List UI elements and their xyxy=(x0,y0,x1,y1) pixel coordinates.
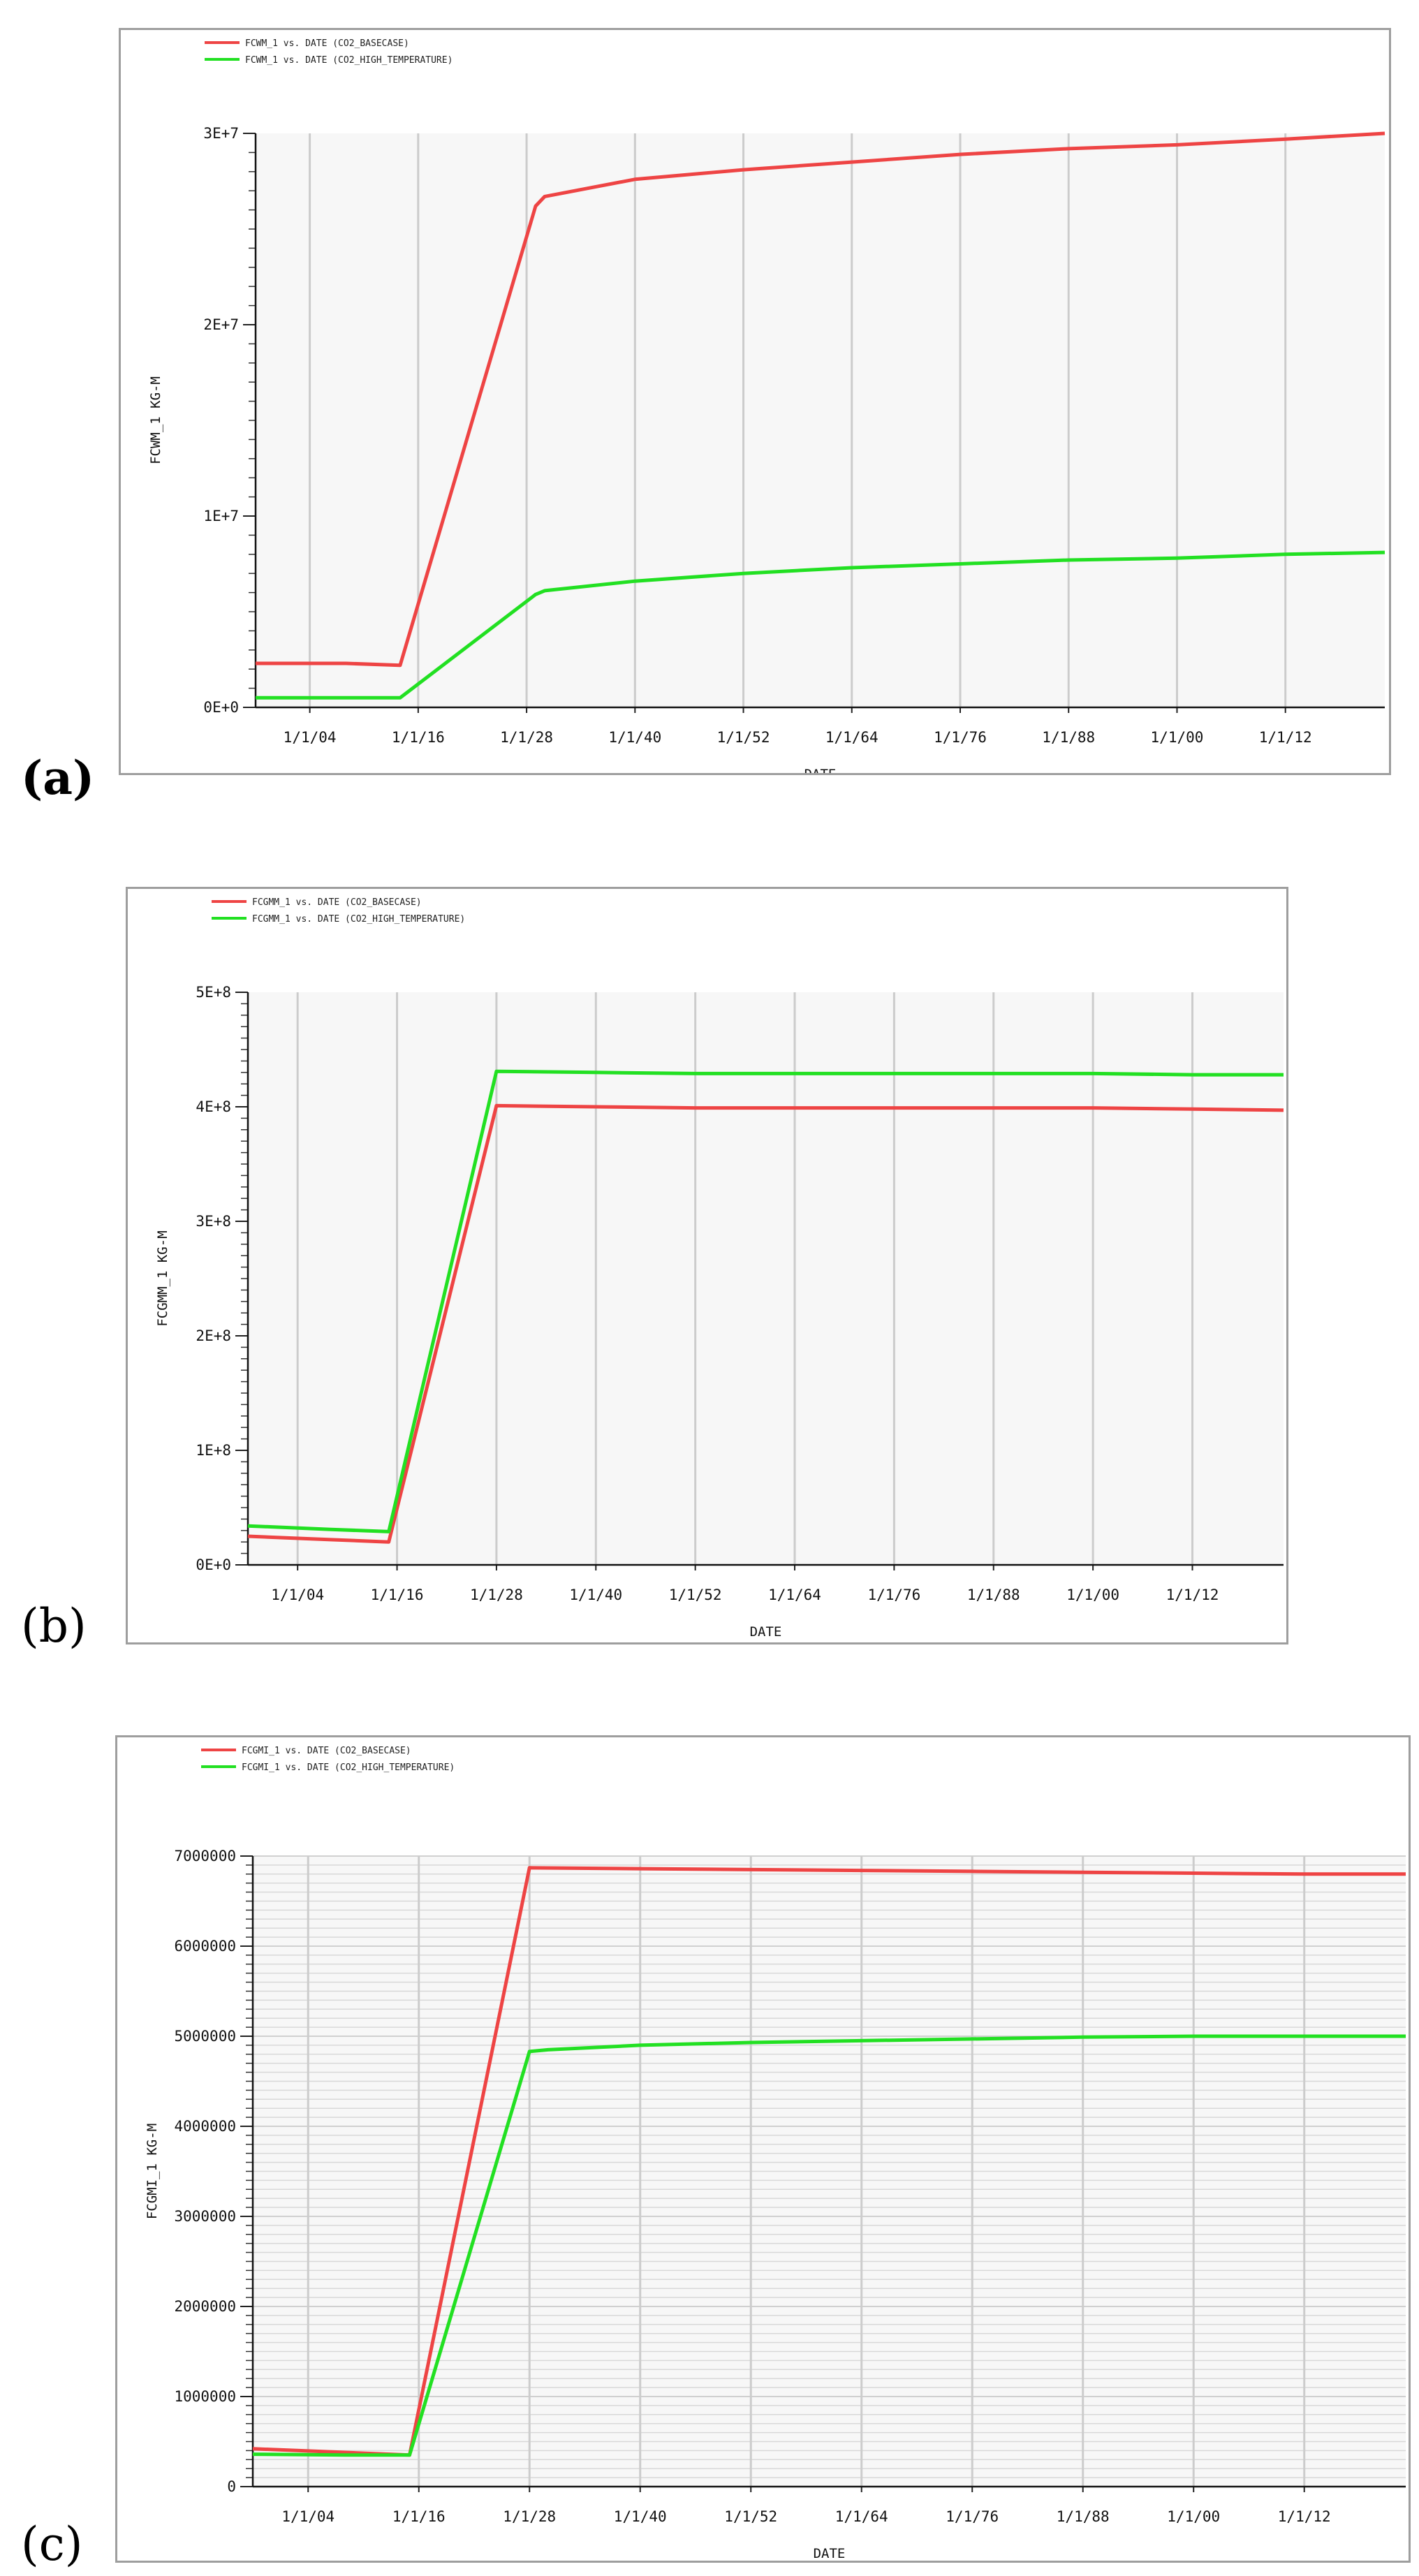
x-tick-label: 1/1/16 xyxy=(392,729,445,746)
y-tick-label: 0E+0 xyxy=(203,699,239,716)
panel-label-a: (a) xyxy=(21,751,95,805)
x-tick-label: 1/1/28 xyxy=(470,1587,523,1603)
y-tick-label: 4E+8 xyxy=(196,1098,231,1115)
y-tick-label: 4000000 xyxy=(174,2118,236,2135)
x-tick-label: 1/1/76 xyxy=(934,729,987,746)
y-axis-title: FCGMI_1 KG-M xyxy=(145,2124,160,2219)
plot-area xyxy=(248,992,1284,1565)
x-tick-label: 1/1/04 xyxy=(281,2508,334,2525)
chart-frame-c: 0 1000000 2000000 3000000 4000000 5000000 6000… xyxy=(115,1735,1411,2563)
y-tick-label: 3000000 xyxy=(174,2208,236,2225)
chart-b: 0E+0 1E+8 2E+8 3E+8 4E+8 5E+8 1/1/04 1/1/16 1/1/… xyxy=(155,897,1284,1640)
x-tick-label: 1/1/12 xyxy=(1278,2508,1331,2525)
x-tick-label: 1/1/52 xyxy=(717,729,770,746)
chart-a: 0E+0 1E+7 2E+7 3E+7 1/1/04 1/1/16 1/1/28 1/1/40… xyxy=(148,38,1385,773)
legend-label: FCWM_1 vs. DATE (CO2_HIGH_TEMPERATURE) xyxy=(245,55,453,66)
panel-label-c: (c) xyxy=(21,2517,83,2571)
y-tick-label: 5E+8 xyxy=(196,984,231,1001)
y-axis-title: FCWM_1 KG-M xyxy=(148,376,163,464)
x-tick-label: 1/1/40 xyxy=(608,729,661,746)
x-tick-label: 1/1/64 xyxy=(825,729,878,746)
chart-frame-b: 0E+0 1E+8 2E+8 3E+8 4E+8 5E+8 1/1/04 1/1/16 1/1/… xyxy=(126,887,1288,1644)
series-line-basecase xyxy=(247,1103,1284,1544)
x-tick-label: 1/1/28 xyxy=(500,729,553,746)
series-line-high-temperature xyxy=(256,550,1385,700)
plot-area xyxy=(256,133,1385,707)
x-tick-label: 1/1/52 xyxy=(724,2508,777,2525)
x-tick-label: 1/1/04 xyxy=(284,729,337,746)
y-tick-label: 1000000 xyxy=(174,2388,236,2405)
x-tick-label: 1/1/04 xyxy=(271,1587,324,1603)
y-tick-label: 7000000 xyxy=(174,1848,236,1864)
x-tick-label: 1/1/52 xyxy=(669,1587,722,1603)
x-tick-label: 1/1/64 xyxy=(835,2508,888,2525)
x-tick-label: 1/1/88 xyxy=(967,1587,1020,1603)
x-tick-label: 1/1/12 xyxy=(1166,1587,1219,1603)
x-tick-label: 1/1/16 xyxy=(392,2508,446,2525)
y-tick-label: 2E+8 xyxy=(196,1327,231,1344)
legend-label: FCGMM_1 vs. DATE (CO2_BASECASE) xyxy=(252,897,422,908)
panel-label-b: (b) xyxy=(21,1599,87,1653)
x-tick-label: 1/1/16 xyxy=(371,1587,424,1603)
y-axis-title: FCGMM_1 KG-M xyxy=(155,1230,170,1326)
x-tick-label: 1/1/40 xyxy=(614,2508,667,2525)
x-tick-label: 1/1/00 xyxy=(1151,729,1204,746)
legend-label: FCGMI_1 vs. DATE (CO2_BASECASE) xyxy=(242,1746,411,1756)
y-tick-label: 2E+7 xyxy=(203,316,239,333)
x-tick-label: 1/1/64 xyxy=(768,1587,821,1603)
y-tick-label: 5000000 xyxy=(174,2028,236,2045)
x-axis-title: DATE xyxy=(750,1624,782,1640)
x-tick-label: 1/1/76 xyxy=(867,1587,920,1603)
legend-label: FCGMM_1 vs. DATE (CO2_HIGH_TEMPERATURE) xyxy=(252,914,465,925)
y-tick-label: 0E+0 xyxy=(196,1556,231,1573)
y-tick-label: 6000000 xyxy=(174,1938,236,1955)
series-line-high-temperature xyxy=(252,2034,1406,2457)
y-tick-label: 0 xyxy=(227,2478,236,2495)
x-axis-title: DATE xyxy=(804,767,837,773)
x-tick-label: 1/1/00 xyxy=(1066,1587,1119,1603)
y-tick-label: 1E+7 xyxy=(203,508,239,524)
x-tick-label: 1/1/00 xyxy=(1167,2508,1220,2525)
series-line-high-temperature xyxy=(247,1069,1284,1533)
y-tick-label: 3E+8 xyxy=(196,1213,231,1230)
x-tick-label: 1/1/88 xyxy=(1042,729,1095,746)
legend-label: FCGMI_1 vs. DATE (CO2_HIGH_TEMPERATURE) xyxy=(242,1762,455,1773)
chart-frame-a: 0E+0 1E+7 2E+7 3E+7 1/1/04 1/1/16 1/1/28 1/1/40… xyxy=(119,28,1391,775)
x-tick-label: 1/1/88 xyxy=(1057,2508,1110,2525)
x-axis-title: DATE xyxy=(814,2546,846,2561)
x-tick-label: 1/1/76 xyxy=(946,2508,999,2525)
legend-label: FCWM_1 vs. DATE (CO2_BASECASE) xyxy=(245,38,409,49)
y-tick-label: 1E+8 xyxy=(196,1442,231,1459)
y-tick-label: 2000000 xyxy=(174,2298,236,2315)
series-line-basecase xyxy=(256,131,1385,668)
x-tick-label: 1/1/12 xyxy=(1259,729,1312,746)
x-tick-label: 1/1/40 xyxy=(569,1587,622,1603)
chart-c: 0 1000000 2000000 3000000 4000000 5000000 6000… xyxy=(145,1746,1406,2561)
x-tick-label: 1/1/28 xyxy=(503,2508,556,2525)
y-tick-label: 3E+7 xyxy=(203,125,239,142)
